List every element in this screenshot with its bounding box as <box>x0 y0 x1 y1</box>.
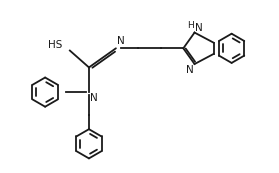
Text: N: N <box>117 36 125 46</box>
Text: HS: HS <box>48 40 62 50</box>
Text: H: H <box>187 21 193 30</box>
Text: N: N <box>90 93 98 103</box>
Text: N: N <box>186 65 193 75</box>
Text: N: N <box>194 23 202 33</box>
